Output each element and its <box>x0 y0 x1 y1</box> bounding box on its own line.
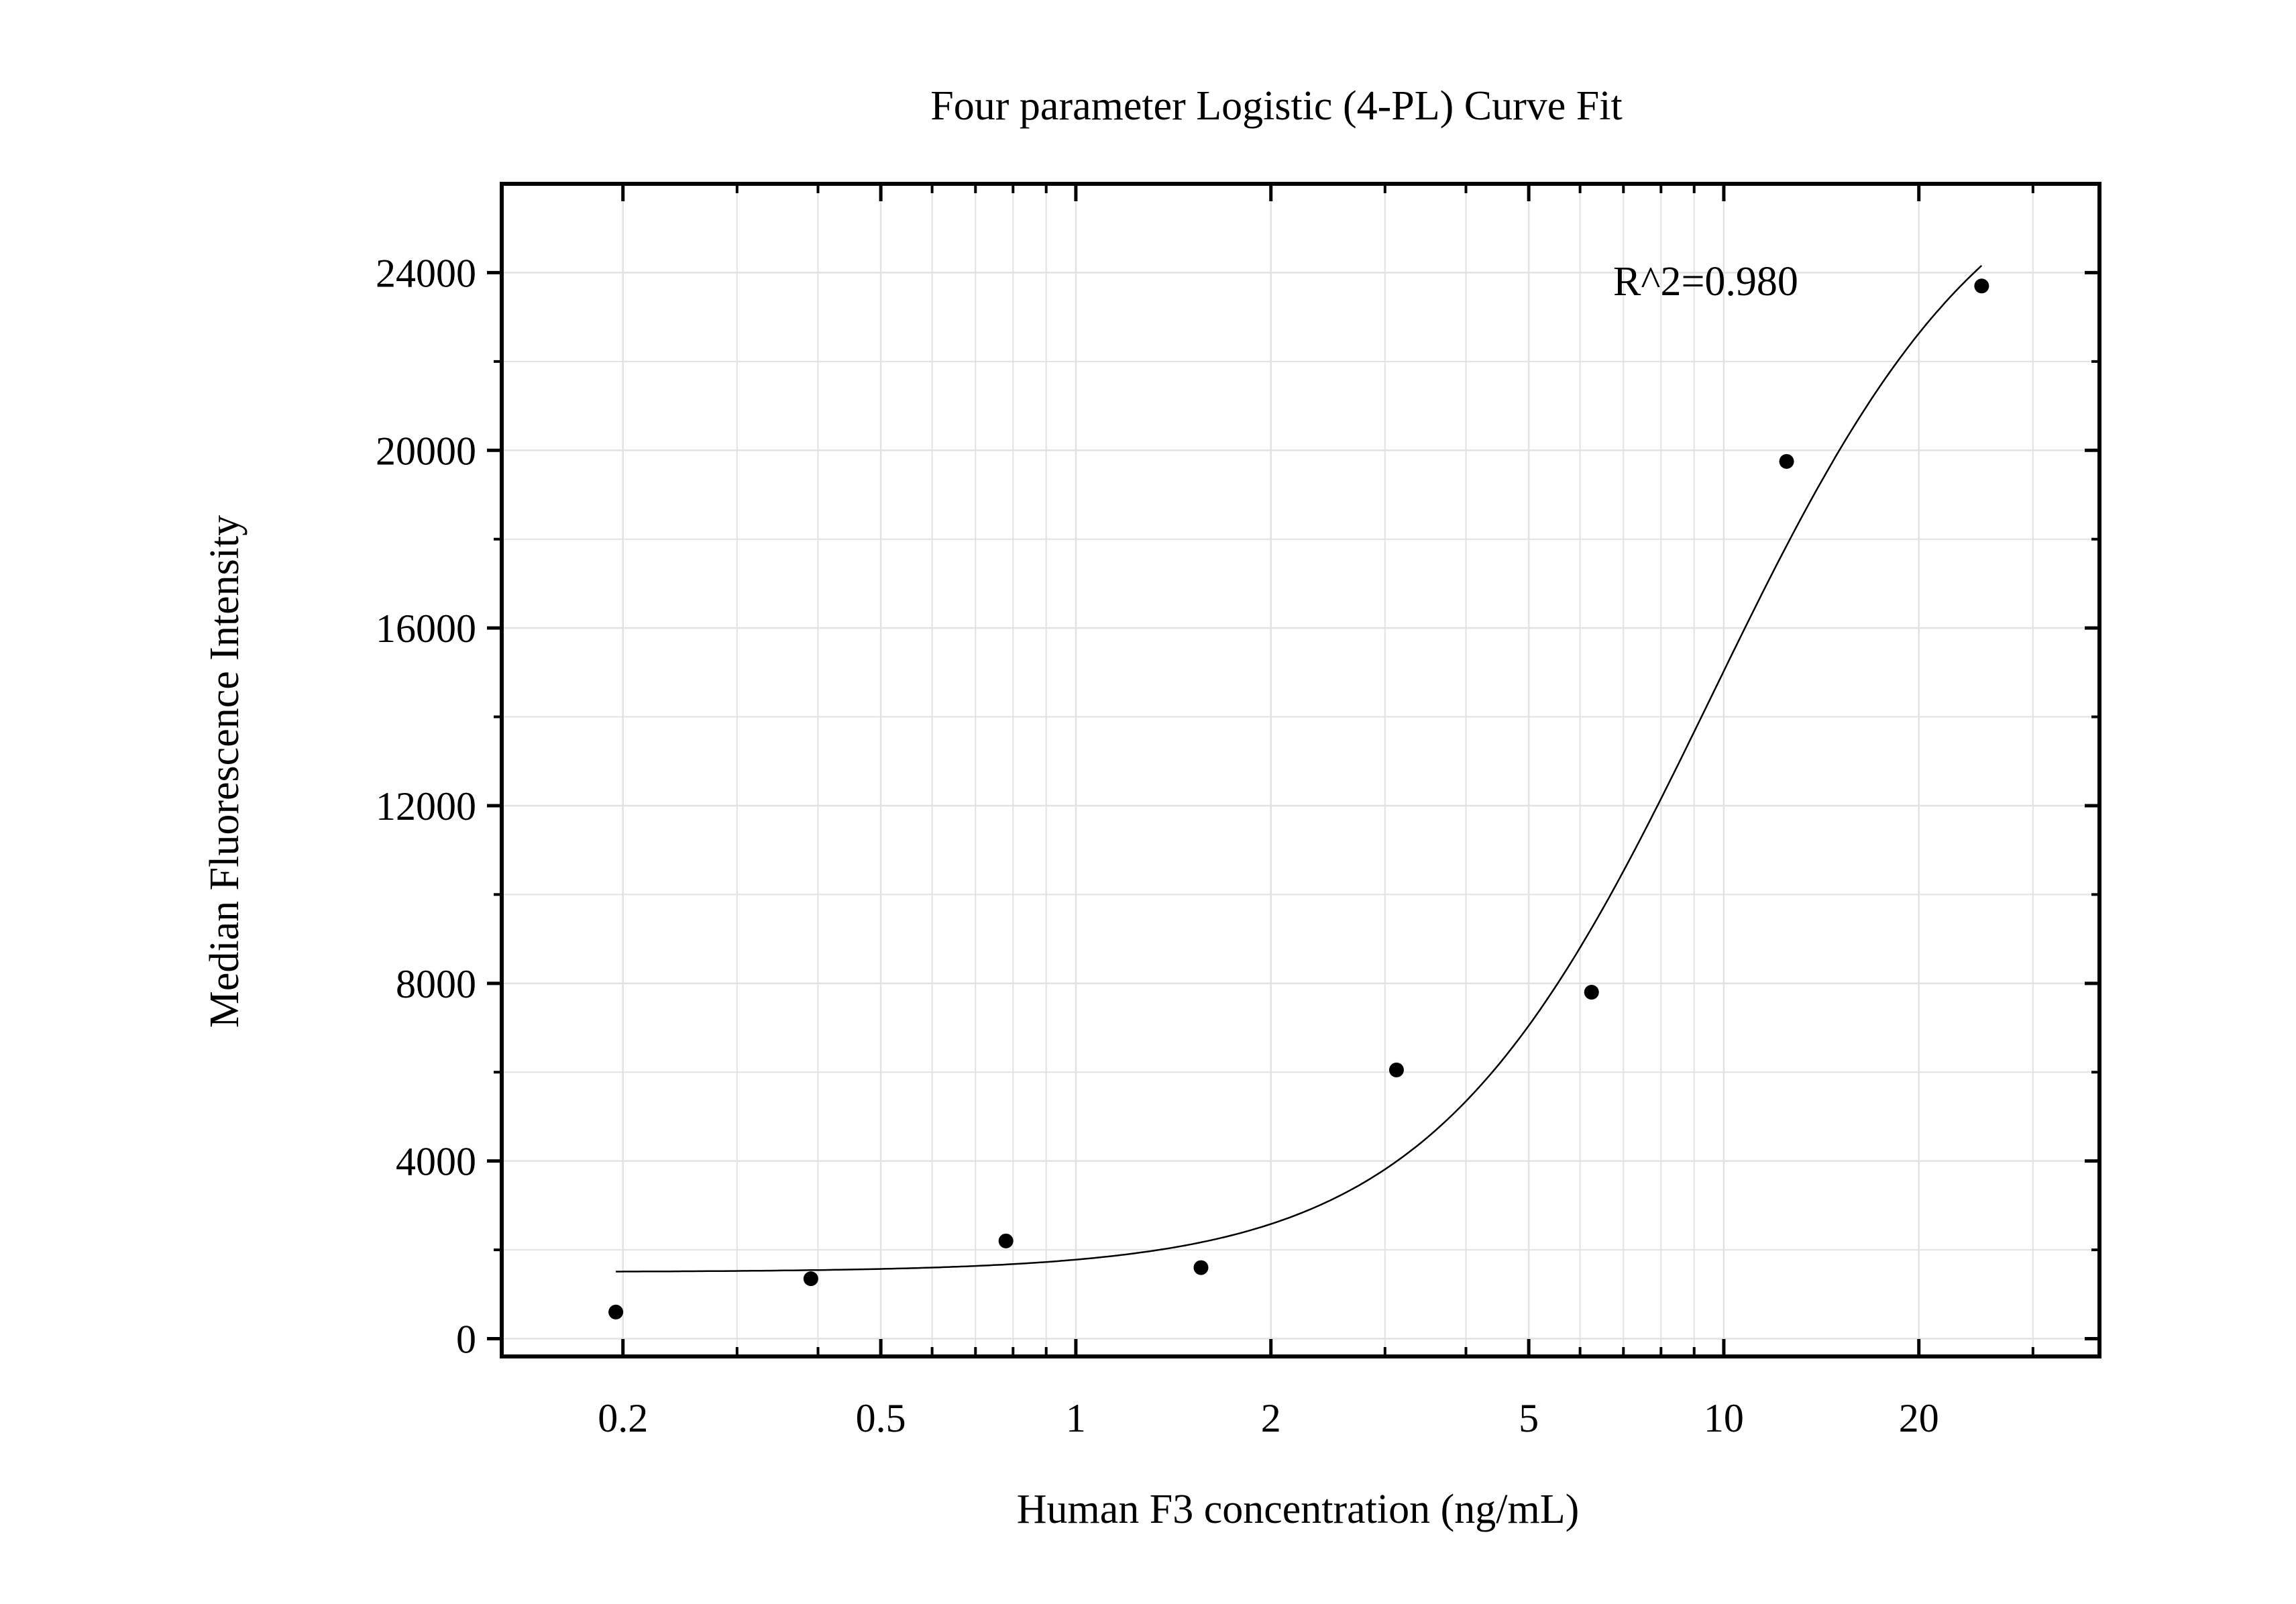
y-tick-label: 12000 <box>376 784 476 828</box>
fit-curve-line <box>616 264 1983 1273</box>
data-point <box>998 1233 1014 1248</box>
axis-ticks <box>487 184 2099 1356</box>
data-point <box>608 1304 624 1320</box>
data-point <box>803 1271 818 1287</box>
data-points-group <box>608 278 1989 1320</box>
x-tick-label: 0.5 <box>856 1396 906 1440</box>
x-tick-label: 2 <box>1261 1396 1281 1440</box>
r-squared-annotation: R^2=0.980 <box>1613 259 1798 305</box>
y-tick-label: 0 <box>456 1318 476 1362</box>
chart-title: Four parameter Logistic (4-PL) Curve Fit <box>930 83 1622 129</box>
y-tick-label: 4000 <box>396 1140 476 1184</box>
data-point <box>1193 1260 1209 1275</box>
plot-frame <box>500 182 2101 1358</box>
x-tick-label: 5 <box>1519 1396 1539 1440</box>
grid <box>502 184 2099 1356</box>
data-point <box>1388 1062 1404 1077</box>
x-tick-label: 0.2 <box>598 1396 648 1440</box>
data-point <box>1584 985 1599 1000</box>
fit-curve-group <box>616 264 1983 1273</box>
y-tick-labels: 0 4000 8000 12000 16000 20000 24000 <box>376 251 476 1361</box>
y-tick-label: 20000 <box>376 429 476 473</box>
data-point <box>1974 278 1989 294</box>
x-axis-label: Human F3 concentration (ng/mL) <box>1017 1487 1580 1532</box>
y-tick-label: 8000 <box>396 962 476 1006</box>
y-tick-label: 16000 <box>376 606 476 651</box>
y-tick-label: 24000 <box>376 251 476 295</box>
x-tick-label: 1 <box>1066 1396 1086 1440</box>
data-point <box>1779 453 1794 469</box>
x-tick-label: 10 <box>1704 1396 1744 1440</box>
y-axis-label: Median Fluorescence Intensity <box>202 515 248 1028</box>
x-tick-label: 20 <box>1899 1396 1939 1440</box>
x-tick-labels: 0.2 0.5 1 2 5 10 20 <box>598 1396 1938 1440</box>
